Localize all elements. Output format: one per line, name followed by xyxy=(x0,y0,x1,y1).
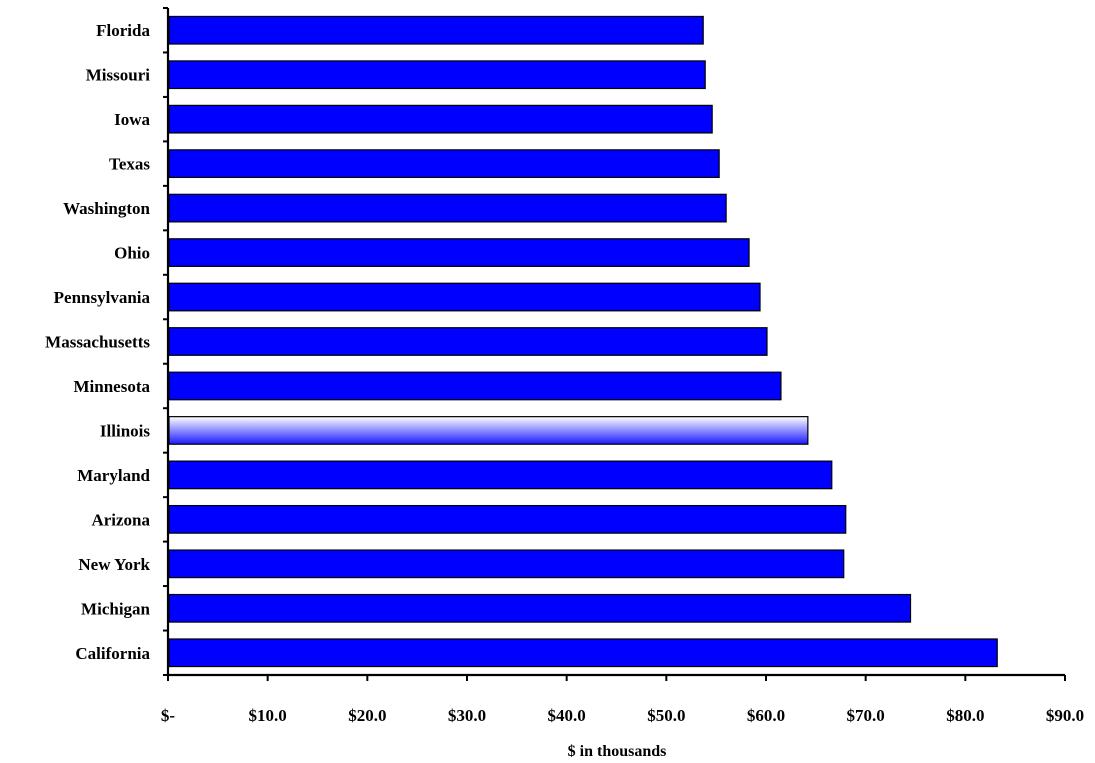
x-tick-label: $50.0 xyxy=(647,706,685,725)
category-label-arizona: Arizona xyxy=(91,510,150,529)
bar-florida xyxy=(168,15,704,45)
category-labels: Florida Missouri Iowa Texas Washington Ohio Pe… xyxy=(45,21,150,663)
category-label-california: California xyxy=(75,644,150,663)
category-label-iowa: Iowa xyxy=(114,110,150,129)
x-tick-label: $40.0 xyxy=(548,706,586,725)
axes xyxy=(163,7,1066,681)
bar-minnesota xyxy=(168,371,782,401)
category-label-florida: Florida xyxy=(96,21,150,40)
category-label-illinois: Illinois xyxy=(100,421,150,440)
bar-massachusetts xyxy=(168,327,768,356)
bar-washington xyxy=(168,193,727,223)
category-label-massachusetts: Massachusetts xyxy=(45,333,150,352)
bar-maryland xyxy=(168,460,833,490)
x-tick-label: $60.0 xyxy=(747,706,785,725)
category-label-ohio: Ohio xyxy=(114,244,150,263)
category-label-texas: Texas xyxy=(109,155,150,174)
category-label-maryland: Maryland xyxy=(77,466,150,485)
x-tick-label: $90.0 xyxy=(1046,706,1084,725)
bar-michigan xyxy=(168,593,912,623)
bar-new-york xyxy=(168,549,845,579)
x-tick-label: $30.0 xyxy=(448,706,486,725)
bar-ohio xyxy=(168,238,750,267)
x-tick-label: $80.0 xyxy=(946,706,984,725)
bars-group xyxy=(168,15,998,668)
bar-iowa xyxy=(168,104,713,134)
x-axis-title: $ in thousands xyxy=(568,743,667,760)
category-label-michigan: Michigan xyxy=(81,599,150,618)
bar-california xyxy=(168,638,998,668)
bar-texas xyxy=(168,149,720,179)
bar-missouri xyxy=(168,60,706,90)
x-tick-label: $10.0 xyxy=(249,706,287,725)
category-label-washington: Washington xyxy=(63,199,150,218)
bar-arizona xyxy=(168,504,847,534)
category-label-pennsylvania: Pennsylvania xyxy=(54,288,151,307)
bar-illinois xyxy=(168,416,809,445)
category-label-new-york: New York xyxy=(78,555,150,574)
x-tick-label: $- xyxy=(161,706,176,725)
x-tick-label: $20.0 xyxy=(348,706,386,725)
bar-pennsylvania xyxy=(168,282,761,312)
category-label-missouri: Missouri xyxy=(86,66,151,85)
x-tick-label: $70.0 xyxy=(847,706,885,725)
category-label-minnesota: Minnesota xyxy=(74,377,151,396)
x-tick-labels: $- $10.0 $20.0 $30.0 $40.0 $50.0 $60.0 $70.0 $80… xyxy=(161,706,1084,725)
